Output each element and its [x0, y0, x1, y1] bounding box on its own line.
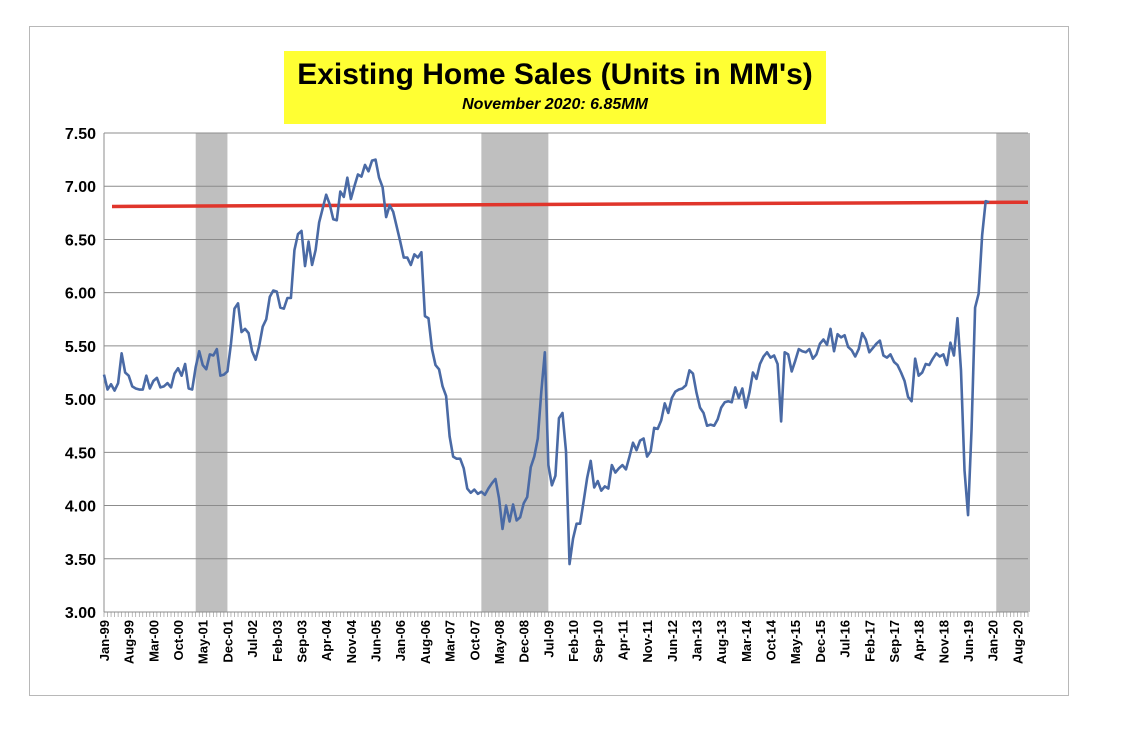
x-tick-label: Nov-18 [936, 620, 951, 663]
x-tick-label: Feb-17 [862, 620, 877, 662]
x-tick-label: Jul-09 [541, 620, 556, 658]
y-tick-labels: 3.00 3.50 4.00 4.50 5.00 5.50 6.00 6.50 7.00 7.50 [65, 126, 96, 622]
x-tick-label: Jun-19 [961, 620, 976, 662]
title-box: Existing Home Sales (Units in MM's) Nove… [284, 51, 826, 124]
axes [103, 133, 1029, 617]
reference-line [111, 200, 1029, 209]
x-tick-label: Aug-06 [418, 620, 433, 664]
y-tick-label: 3.00 [65, 605, 96, 622]
x-tick-label: Jan-99 [97, 620, 112, 661]
x-tick-label: Aug-20 [1010, 620, 1025, 664]
x-tick-label: Jan-20 [986, 620, 1001, 661]
x-tick-label: Oct-14 [764, 619, 779, 660]
x-tick-label: Jun-12 [665, 620, 680, 662]
y-tick-label: 4.00 [65, 499, 96, 516]
x-tick-label: Sep-17 [887, 620, 902, 663]
x-tick-label: Oct-00 [171, 620, 186, 660]
x-tick-label: Oct-07 [467, 620, 482, 660]
y-tick-label: 7.00 [65, 179, 96, 196]
x-tick-label: Mar-07 [443, 620, 458, 662]
x-tick-label: Sep-03 [294, 620, 309, 663]
x-tick-label: Jun-05 [369, 620, 384, 662]
recession-band-3 [996, 133, 1030, 612]
x-tick-label: Apr-04 [319, 619, 334, 661]
gridlines [104, 132, 1028, 560]
x-tick-label: Aug-99 [122, 620, 137, 664]
x-tick-label: Feb-10 [566, 620, 581, 662]
series-line-1 [102, 158, 990, 566]
x-tick-label: May-08 [492, 620, 507, 664]
recession-band-2 [481, 133, 549, 612]
x-tick-label: Apr-18 [912, 620, 927, 661]
y-tick-label: 6.00 [65, 286, 96, 303]
x-tick-labels: Jan-99 Aug-99 Mar-00 Oct-00 May-01 Dec-01 Jul-… [97, 619, 1025, 664]
y-tick-label: 5.50 [65, 339, 96, 356]
reference-line-layer [111, 200, 1029, 209]
x-tick-label: Dec-01 [220, 620, 235, 663]
x-tick-label: Nov-11 [640, 620, 655, 663]
chart-title: Existing Home Sales (Units in MM's) [297, 58, 813, 91]
x-tick-label: Nov-04 [344, 619, 359, 663]
x-tick-label: Dec-15 [813, 620, 828, 663]
x-tick-label: Aug-13 [714, 620, 729, 664]
x-tick-label: May-01 [196, 620, 211, 664]
x-tick-label: Jul-16 [838, 620, 853, 658]
x-tick-label: Jan-06 [393, 620, 408, 661]
recession-bands [195, 133, 1030, 612]
y-tick-label: 3.50 [65, 552, 96, 569]
x-tick-label: Mar-14 [739, 619, 754, 662]
x-tick-label: Mar-00 [146, 620, 161, 662]
x-tick-label: Feb-03 [270, 620, 285, 662]
chart-subtitle: November 2020: 6.85MM [462, 96, 648, 113]
x-tick-label: Jan-13 [689, 620, 704, 661]
x-tick-label: Dec-08 [517, 620, 532, 663]
y-tick-label: 6.50 [65, 232, 96, 249]
y-tick-label: 5.00 [65, 392, 96, 409]
x-tick-label: Apr-11 [615, 620, 630, 660]
recession-band-1 [195, 133, 228, 612]
series-layer [102, 158, 990, 566]
y-tick-label: 4.50 [65, 445, 96, 462]
y-tick-label: 7.50 [65, 126, 96, 143]
x-tick-label: May-15 [788, 620, 803, 664]
x-tick-label: Sep-10 [591, 620, 606, 663]
x-tick-label: Jul-02 [245, 620, 260, 658]
